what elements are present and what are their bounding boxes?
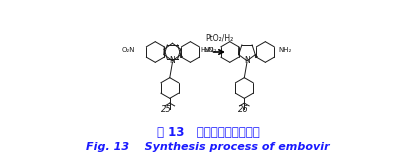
Text: O₂N: O₂N [122, 47, 135, 53]
Text: NO₂: NO₂ [203, 47, 217, 53]
Text: Fig. 13    Synthesis process of embovir: Fig. 13 Synthesis process of embovir [86, 142, 330, 152]
Text: H₂N: H₂N [200, 47, 213, 53]
Text: NH₂: NH₂ [278, 47, 292, 53]
Polygon shape [163, 47, 165, 55]
Text: 图 13   艾姆伯韦的合成工艺: 图 13 艾姆伯韦的合成工艺 [157, 127, 259, 139]
Text: 25: 25 [161, 106, 172, 114]
Text: 26: 26 [238, 106, 248, 114]
Text: PtO₂/H₂: PtO₂/H₂ [205, 33, 233, 42]
Text: N: N [244, 56, 250, 65]
Polygon shape [238, 47, 239, 55]
Text: N: N [170, 56, 175, 65]
